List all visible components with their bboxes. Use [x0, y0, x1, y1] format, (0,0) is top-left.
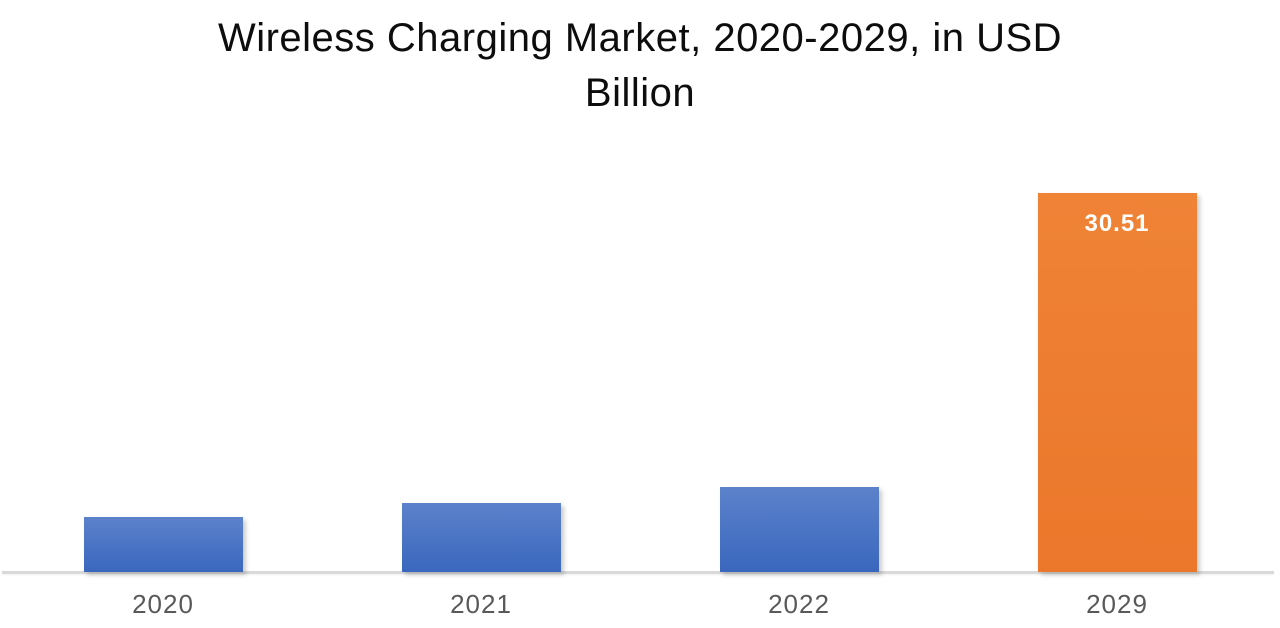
chart-title: Wireless Charging Market, 2020-2029, in … — [0, 11, 1280, 121]
x-axis-label-2029: 2029 — [1086, 589, 1148, 619]
chart-title-line-2: Billion — [584, 71, 696, 115]
x-axis-label-2022: 2022 — [768, 589, 830, 619]
x-axis-label-2021: 2021 — [450, 589, 512, 619]
bar-value-label-2029: 30.51 — [1084, 210, 1150, 237]
x-axis-line — [2, 571, 1274, 574]
bar-2029: 30.51 — [1037, 193, 1197, 572]
bar-2021 — [401, 503, 561, 572]
chart-title-line-1: Wireless Charging Market, 2020-2029, in … — [217, 16, 1063, 60]
bar-2022 — [719, 487, 879, 572]
bar-2020 — [83, 517, 243, 572]
x-axis-label-2020: 2020 — [132, 589, 194, 619]
